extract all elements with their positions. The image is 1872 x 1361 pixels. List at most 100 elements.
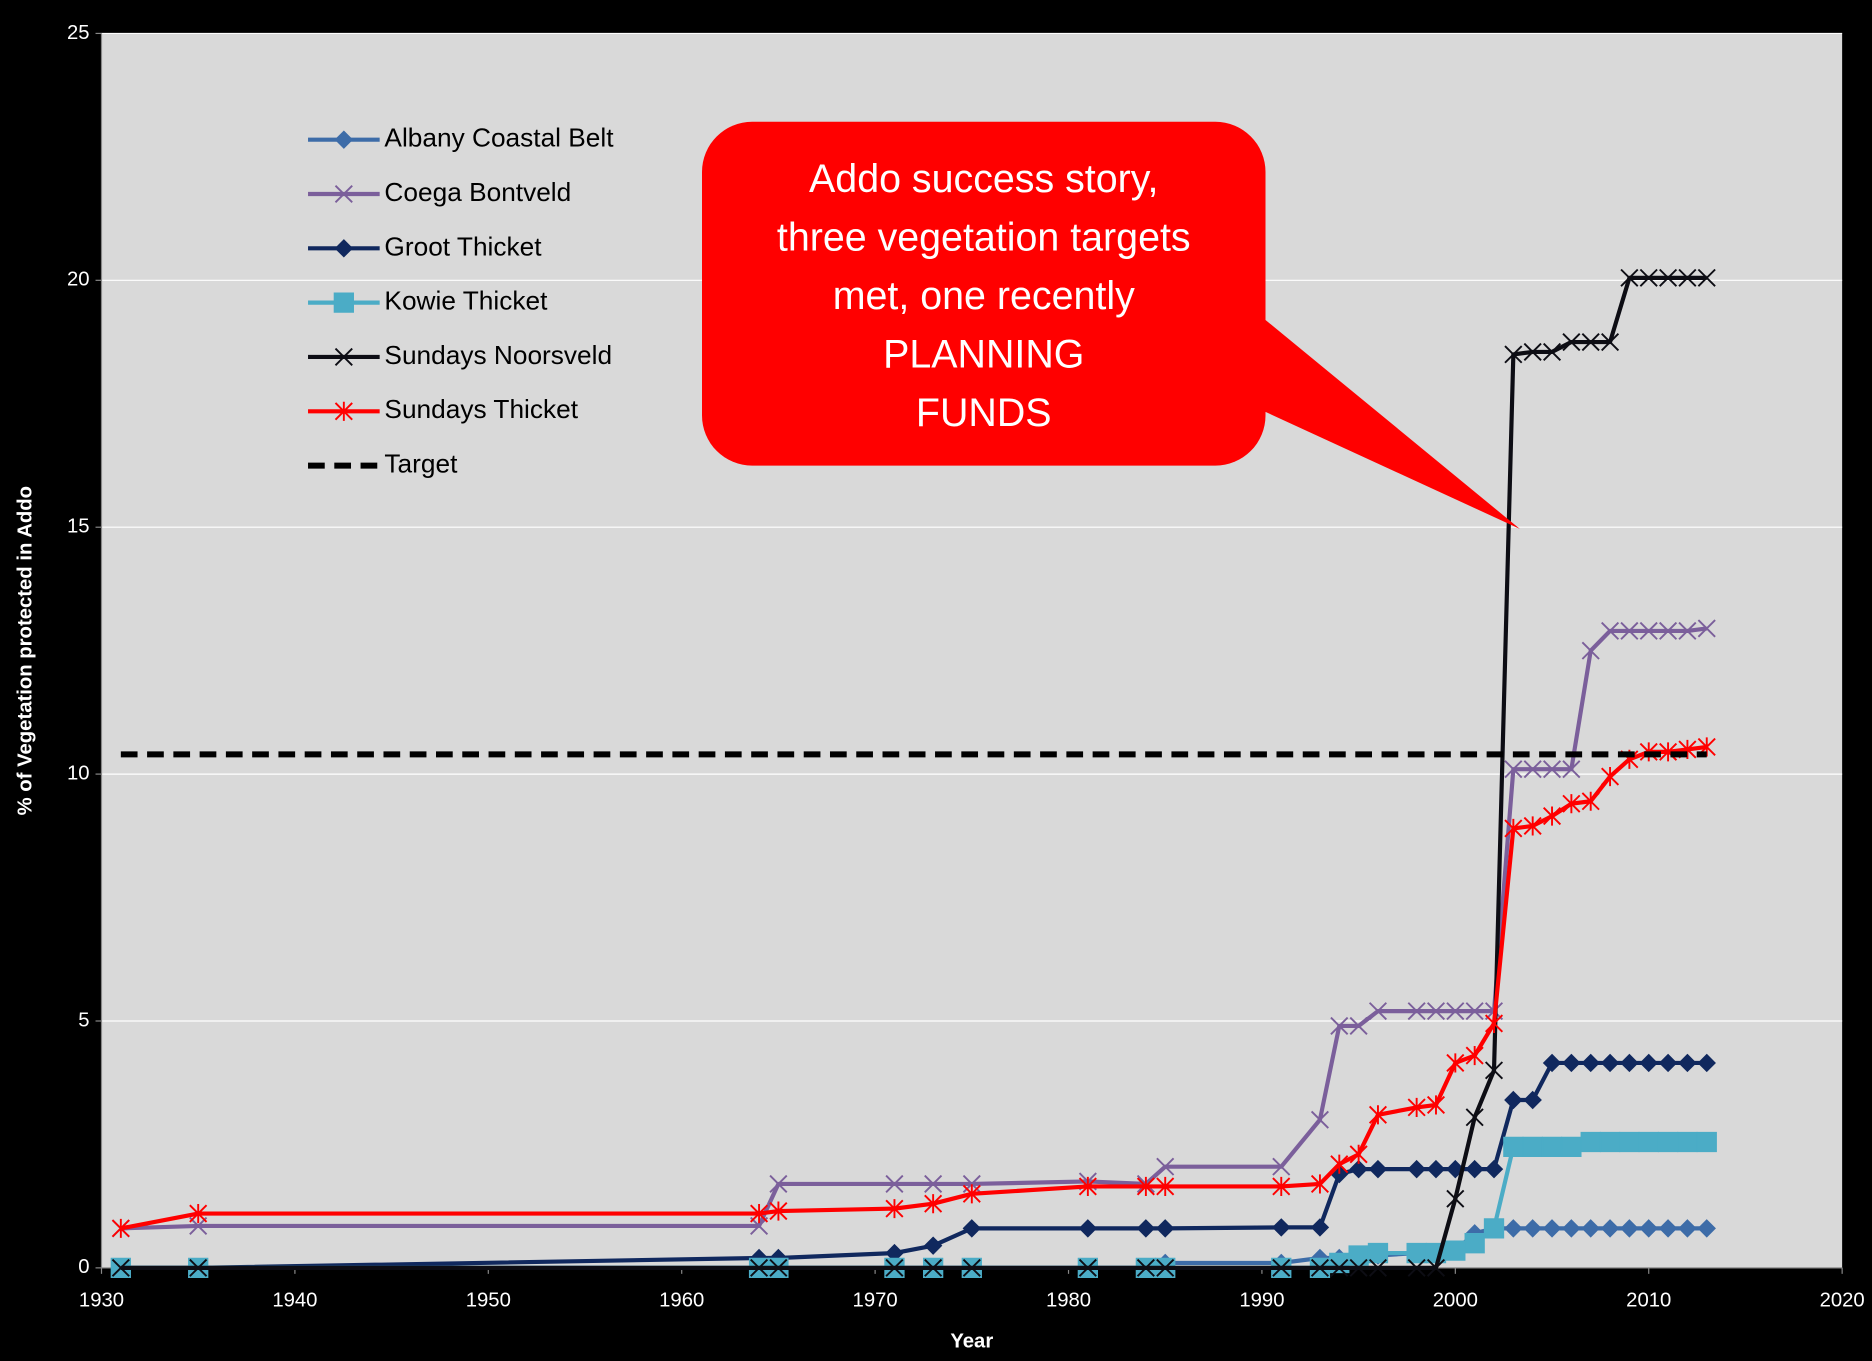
marker xyxy=(1407,1258,1426,1277)
marker xyxy=(1330,1258,1349,1277)
x-tick-label: 1970 xyxy=(853,1290,898,1312)
marker xyxy=(885,1258,904,1277)
marker xyxy=(962,1219,982,1238)
marker xyxy=(1504,1090,1523,1110)
x-tick-label: 2000 xyxy=(1433,1290,1478,1312)
marker xyxy=(1156,1219,1175,1238)
marker xyxy=(1330,1154,1349,1174)
y-tick-label: 15 xyxy=(67,516,90,538)
annotation: PLANNING xyxy=(883,332,1084,376)
marker xyxy=(1465,1046,1484,1066)
marker xyxy=(1542,760,1562,779)
marker xyxy=(1601,621,1620,640)
marker xyxy=(1659,268,1678,287)
marker xyxy=(1464,1233,1485,1254)
marker xyxy=(1659,621,1678,640)
marker xyxy=(189,1258,208,1277)
marker xyxy=(1078,1176,1097,1196)
marker xyxy=(1368,1258,1387,1277)
marker xyxy=(1406,1242,1427,1264)
marker xyxy=(924,1258,943,1277)
marker xyxy=(1523,760,1542,779)
marker xyxy=(1599,1131,1621,1153)
marker xyxy=(1639,621,1658,640)
x-tick-label: 1980 xyxy=(1046,1290,1091,1312)
marker xyxy=(1310,1174,1329,1194)
annotation: Addo success story, xyxy=(809,157,1158,201)
marker xyxy=(1659,742,1678,762)
marker xyxy=(1581,333,1600,352)
marker xyxy=(1445,1240,1466,1261)
marker xyxy=(1156,1176,1175,1196)
marker xyxy=(750,1204,769,1224)
marker xyxy=(1697,1219,1716,1238)
marker xyxy=(1620,621,1639,640)
legend-label: Target xyxy=(384,449,458,479)
marker xyxy=(1483,1218,1505,1239)
marker xyxy=(1310,1218,1330,1237)
marker xyxy=(1310,1258,1329,1277)
marker xyxy=(924,1194,943,1214)
marker xyxy=(1697,619,1716,638)
marker xyxy=(750,1258,769,1277)
marker xyxy=(1562,333,1581,352)
marker xyxy=(1426,1095,1446,1115)
annotation: FUNDS xyxy=(916,391,1052,435)
marker xyxy=(924,1174,943,1193)
marker xyxy=(1272,1176,1291,1196)
legend-label: Albany Coastal Belt xyxy=(384,123,614,153)
marker xyxy=(111,1258,130,1277)
marker xyxy=(1601,767,1620,787)
marker xyxy=(1407,1002,1426,1021)
y-tick-label: 20 xyxy=(67,269,90,291)
legend-label: Coega Bontveld xyxy=(384,177,571,207)
marker xyxy=(111,1218,130,1238)
marker xyxy=(1639,1053,1658,1073)
marker xyxy=(1136,1258,1155,1277)
legend-label: Groot Thicket xyxy=(384,231,542,261)
marker xyxy=(1601,333,1620,352)
y-tick-label: 5 xyxy=(78,1009,89,1031)
marker xyxy=(1620,1219,1639,1238)
annotation: met, one recently xyxy=(833,274,1135,318)
y-axis-label: % of Vegetation protected in Addo xyxy=(15,486,37,815)
marker xyxy=(1503,1136,1524,1158)
marker xyxy=(1620,1053,1639,1073)
x-tick-label: 2020 xyxy=(1820,1290,1865,1312)
marker xyxy=(1407,1159,1426,1179)
x-tick-label: 2010 xyxy=(1626,1290,1671,1312)
marker xyxy=(1523,1090,1542,1110)
marker xyxy=(769,1201,788,1221)
callout-box xyxy=(702,121,1266,466)
marker xyxy=(1562,1219,1581,1238)
marker xyxy=(1696,1131,1717,1153)
marker xyxy=(1465,1002,1484,1021)
marker xyxy=(1657,1131,1679,1153)
y-tick-label: 10 xyxy=(67,762,90,784)
marker xyxy=(1136,1176,1155,1196)
legend-label: Kowie Thicket xyxy=(384,286,548,316)
marker xyxy=(333,292,354,313)
marker xyxy=(1638,1131,1659,1153)
marker xyxy=(1310,1110,1329,1129)
marker xyxy=(1522,1136,1543,1158)
marker xyxy=(1349,1144,1368,1164)
marker xyxy=(1368,1105,1387,1125)
marker xyxy=(1697,268,1716,287)
marker xyxy=(1580,1131,1601,1153)
marker xyxy=(962,1184,981,1204)
callout: Addo success story, three vegetation targ… xyxy=(702,121,1520,529)
marker xyxy=(1542,342,1562,361)
marker xyxy=(1562,1053,1581,1073)
marker xyxy=(1426,1002,1446,1021)
marker xyxy=(962,1258,981,1277)
marker xyxy=(334,347,353,366)
marker xyxy=(1349,1258,1368,1277)
marker xyxy=(1136,1219,1156,1238)
marker xyxy=(1504,1219,1523,1238)
marker xyxy=(769,1258,788,1277)
marker xyxy=(1639,268,1658,287)
marker xyxy=(923,1236,943,1255)
marker xyxy=(1407,1097,1426,1117)
